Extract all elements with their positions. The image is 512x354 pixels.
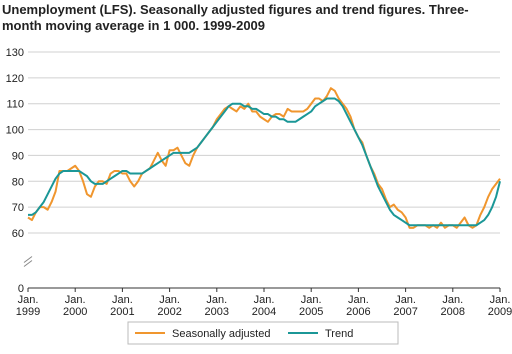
y-tick-label: 70 — [12, 202, 24, 214]
legend-label: Seasonally adjusted — [172, 328, 270, 340]
x-tick-label: Jan. 2009 — [488, 294, 512, 318]
x-tick-label: Jan. 2003 — [205, 294, 229, 318]
x-tick-label: Jan. 2006 — [346, 294, 370, 318]
x-tick-label: Jan. 2004 — [252, 294, 276, 318]
x-tick-label: Jan. 1999 — [16, 294, 40, 318]
y-tick-label: 110 — [6, 99, 24, 111]
series-line — [28, 97, 501, 227]
x-tick-label: Jan. 2000 — [63, 294, 87, 318]
y-tick-label: 60 — [12, 228, 24, 240]
legend-box — [127, 321, 399, 345]
legend-label: Trend — [325, 328, 353, 340]
chart-title: Unemployment (LFS). Seasonally adjusted … — [2, 2, 469, 17]
chart-title: month moving average in 1 000. 1999-2009 — [2, 18, 265, 33]
x-tick-label: Jan. 2008 — [441, 294, 465, 318]
y-tick-label: 130 — [6, 47, 24, 59]
x-tick-label: Jan. 2002 — [157, 294, 181, 318]
axis-break — [23, 256, 33, 267]
y-tick-label: 0 — [18, 283, 24, 295]
y-tick-label: 100 — [6, 125, 24, 137]
x-tick-label: Jan. 2007 — [393, 294, 417, 318]
x-tick-label: Jan. 2001 — [110, 294, 134, 318]
y-tick-label: 120 — [6, 73, 24, 85]
x-tick-label: Jan. 2005 — [299, 294, 323, 318]
y-tick-label: 80 — [12, 176, 24, 188]
y-tick-label: 90 — [12, 150, 24, 162]
